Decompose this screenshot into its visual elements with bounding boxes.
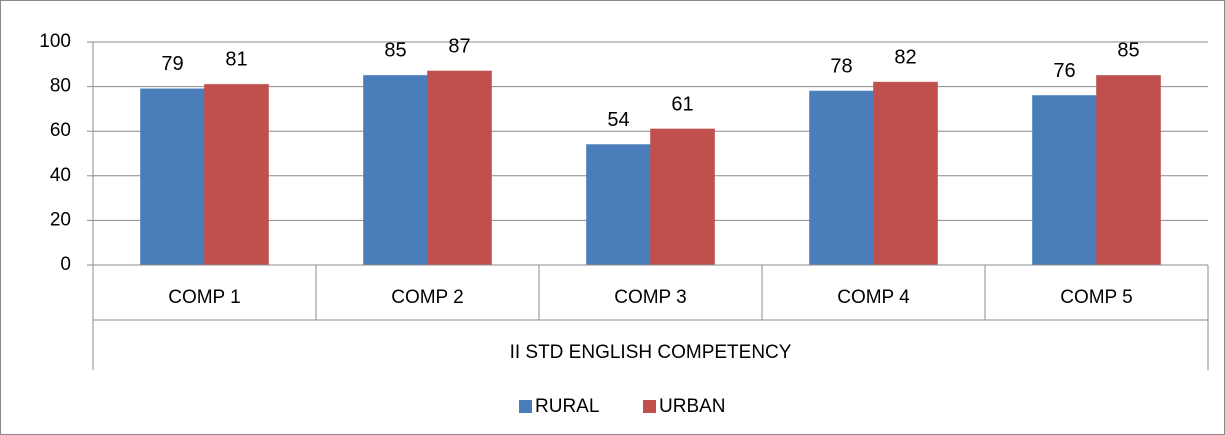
x-tick-label: COMP 3: [614, 287, 687, 308]
x-tick-label: COMP 4: [837, 287, 910, 308]
data-label: 85: [384, 40, 406, 62]
data-label: 54: [607, 109, 629, 131]
data-label: 78: [830, 55, 852, 77]
y-tick-label: 80: [50, 76, 71, 97]
data-label: 81: [225, 49, 247, 71]
bar: [363, 74, 428, 266]
data-label: 79: [161, 53, 183, 75]
y-tick-label: 100: [39, 31, 71, 52]
x-tick-label: COMP 5: [1060, 287, 1133, 308]
legend-label: URBAN: [659, 396, 726, 417]
legend-swatch: [643, 400, 656, 413]
y-tick-label: 40: [50, 165, 71, 186]
bar: [650, 128, 715, 266]
bar: [1032, 95, 1097, 266]
legend-label: RURAL: [535, 396, 599, 417]
bar: [427, 70, 492, 266]
bar: [586, 144, 651, 266]
data-label: 87: [448, 35, 470, 57]
group-label: II STD ENGLISH COMPETENCY: [510, 342, 792, 363]
bar: [809, 90, 874, 266]
x-tick-label: COMP 1: [168, 287, 241, 308]
data-label: 82: [894, 46, 916, 68]
y-tick-label: 60: [50, 120, 71, 141]
bar: [204, 83, 269, 266]
x-tick-label: COMP 2: [391, 287, 464, 308]
y-tick-label: 20: [50, 209, 71, 230]
data-label: 61: [671, 93, 693, 115]
bar: [1096, 74, 1161, 266]
y-tick-label: 0: [60, 254, 71, 275]
data-label: 85: [1117, 40, 1139, 62]
bar: [873, 81, 938, 266]
data-label: 76: [1053, 60, 1075, 82]
legend-swatch: [519, 400, 532, 413]
bar: [140, 88, 205, 266]
